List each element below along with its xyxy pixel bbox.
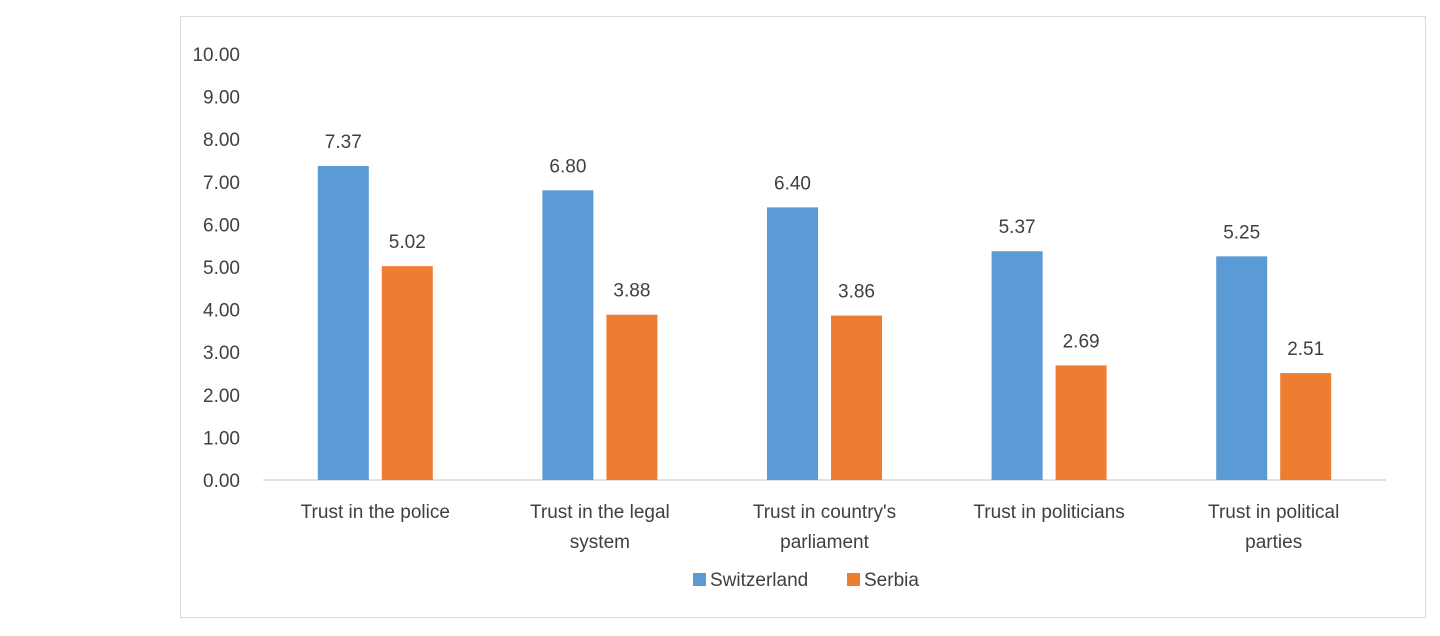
y-tick-label: 7.00 bbox=[203, 173, 240, 194]
y-tick-label: 0.00 bbox=[203, 471, 240, 492]
data-label: 2.69 bbox=[1063, 331, 1100, 352]
bar-serbia-4 bbox=[1055, 365, 1107, 480]
bar-switzerland-2 bbox=[542, 190, 594, 480]
legend-label-switzerland: Switzerland bbox=[710, 570, 808, 591]
x-tick-label: Trust in country's parliament bbox=[753, 502, 896, 553]
bar-serbia-2 bbox=[606, 314, 658, 480]
data-label: 6.40 bbox=[774, 173, 811, 194]
y-tick-label: 9.00 bbox=[203, 88, 240, 109]
y-tick-label: 6.00 bbox=[203, 215, 240, 236]
x-tick-label: Trust in politicians bbox=[973, 502, 1124, 523]
bar-serbia-3 bbox=[831, 315, 882, 480]
y-tick-label: 1.00 bbox=[203, 428, 240, 449]
legend-swatch-switzerland bbox=[693, 573, 706, 586]
bar-switzerland-4 bbox=[991, 251, 1043, 480]
data-labels: 7.37 5.02 6.80 3.88 6.40 3.86 5.37 2.69 5.25 2.51 bbox=[325, 132, 1324, 360]
data-label: 7.37 bbox=[325, 132, 362, 153]
y-tick-label: 2.00 bbox=[203, 386, 240, 407]
bar-switzerland-1 bbox=[317, 166, 369, 480]
legend-label-serbia: Serbia bbox=[864, 570, 919, 591]
x-tick-label: Trust in political parties bbox=[1208, 502, 1339, 553]
bars bbox=[317, 166, 1332, 481]
y-axis: 0.00 1.00 2.00 3.00 4.00 5.00 6.00 7.00 8.00 9.00… bbox=[192, 45, 240, 492]
data-label: 2.51 bbox=[1287, 339, 1324, 360]
x-axis: Trust in the police Trust in the legal sys… bbox=[263, 479, 1386, 553]
data-label: 6.80 bbox=[549, 156, 586, 177]
legend-swatch-serbia bbox=[847, 573, 860, 586]
y-tick-label: 10.00 bbox=[192, 45, 240, 66]
data-label: 5.02 bbox=[389, 232, 426, 253]
x-tick-label: Trust in the police bbox=[301, 502, 450, 523]
bar-switzerland-5 bbox=[1216, 256, 1268, 480]
y-tick-label: 3.00 bbox=[203, 343, 240, 364]
y-tick-label: 8.00 bbox=[203, 130, 240, 151]
bar-serbia-5 bbox=[1280, 373, 1332, 480]
data-label: 5.37 bbox=[999, 217, 1036, 238]
x-tick-label: Trust in the legal system bbox=[530, 502, 670, 553]
y-tick-label: 5.00 bbox=[203, 258, 240, 279]
legend: Switzerland Serbia bbox=[693, 570, 919, 591]
chart-frame: 0.00 1.00 2.00 3.00 4.00 5.00 6.00 7.00 8.00 9.00… bbox=[180, 16, 1426, 618]
data-label: 5.25 bbox=[1223, 222, 1260, 243]
bar-switzerland-3 bbox=[767, 207, 818, 481]
y-tick-label: 4.00 bbox=[203, 301, 240, 322]
data-label: 3.88 bbox=[613, 281, 650, 302]
bar-serbia-1 bbox=[381, 266, 433, 480]
data-label: 3.86 bbox=[838, 282, 875, 303]
